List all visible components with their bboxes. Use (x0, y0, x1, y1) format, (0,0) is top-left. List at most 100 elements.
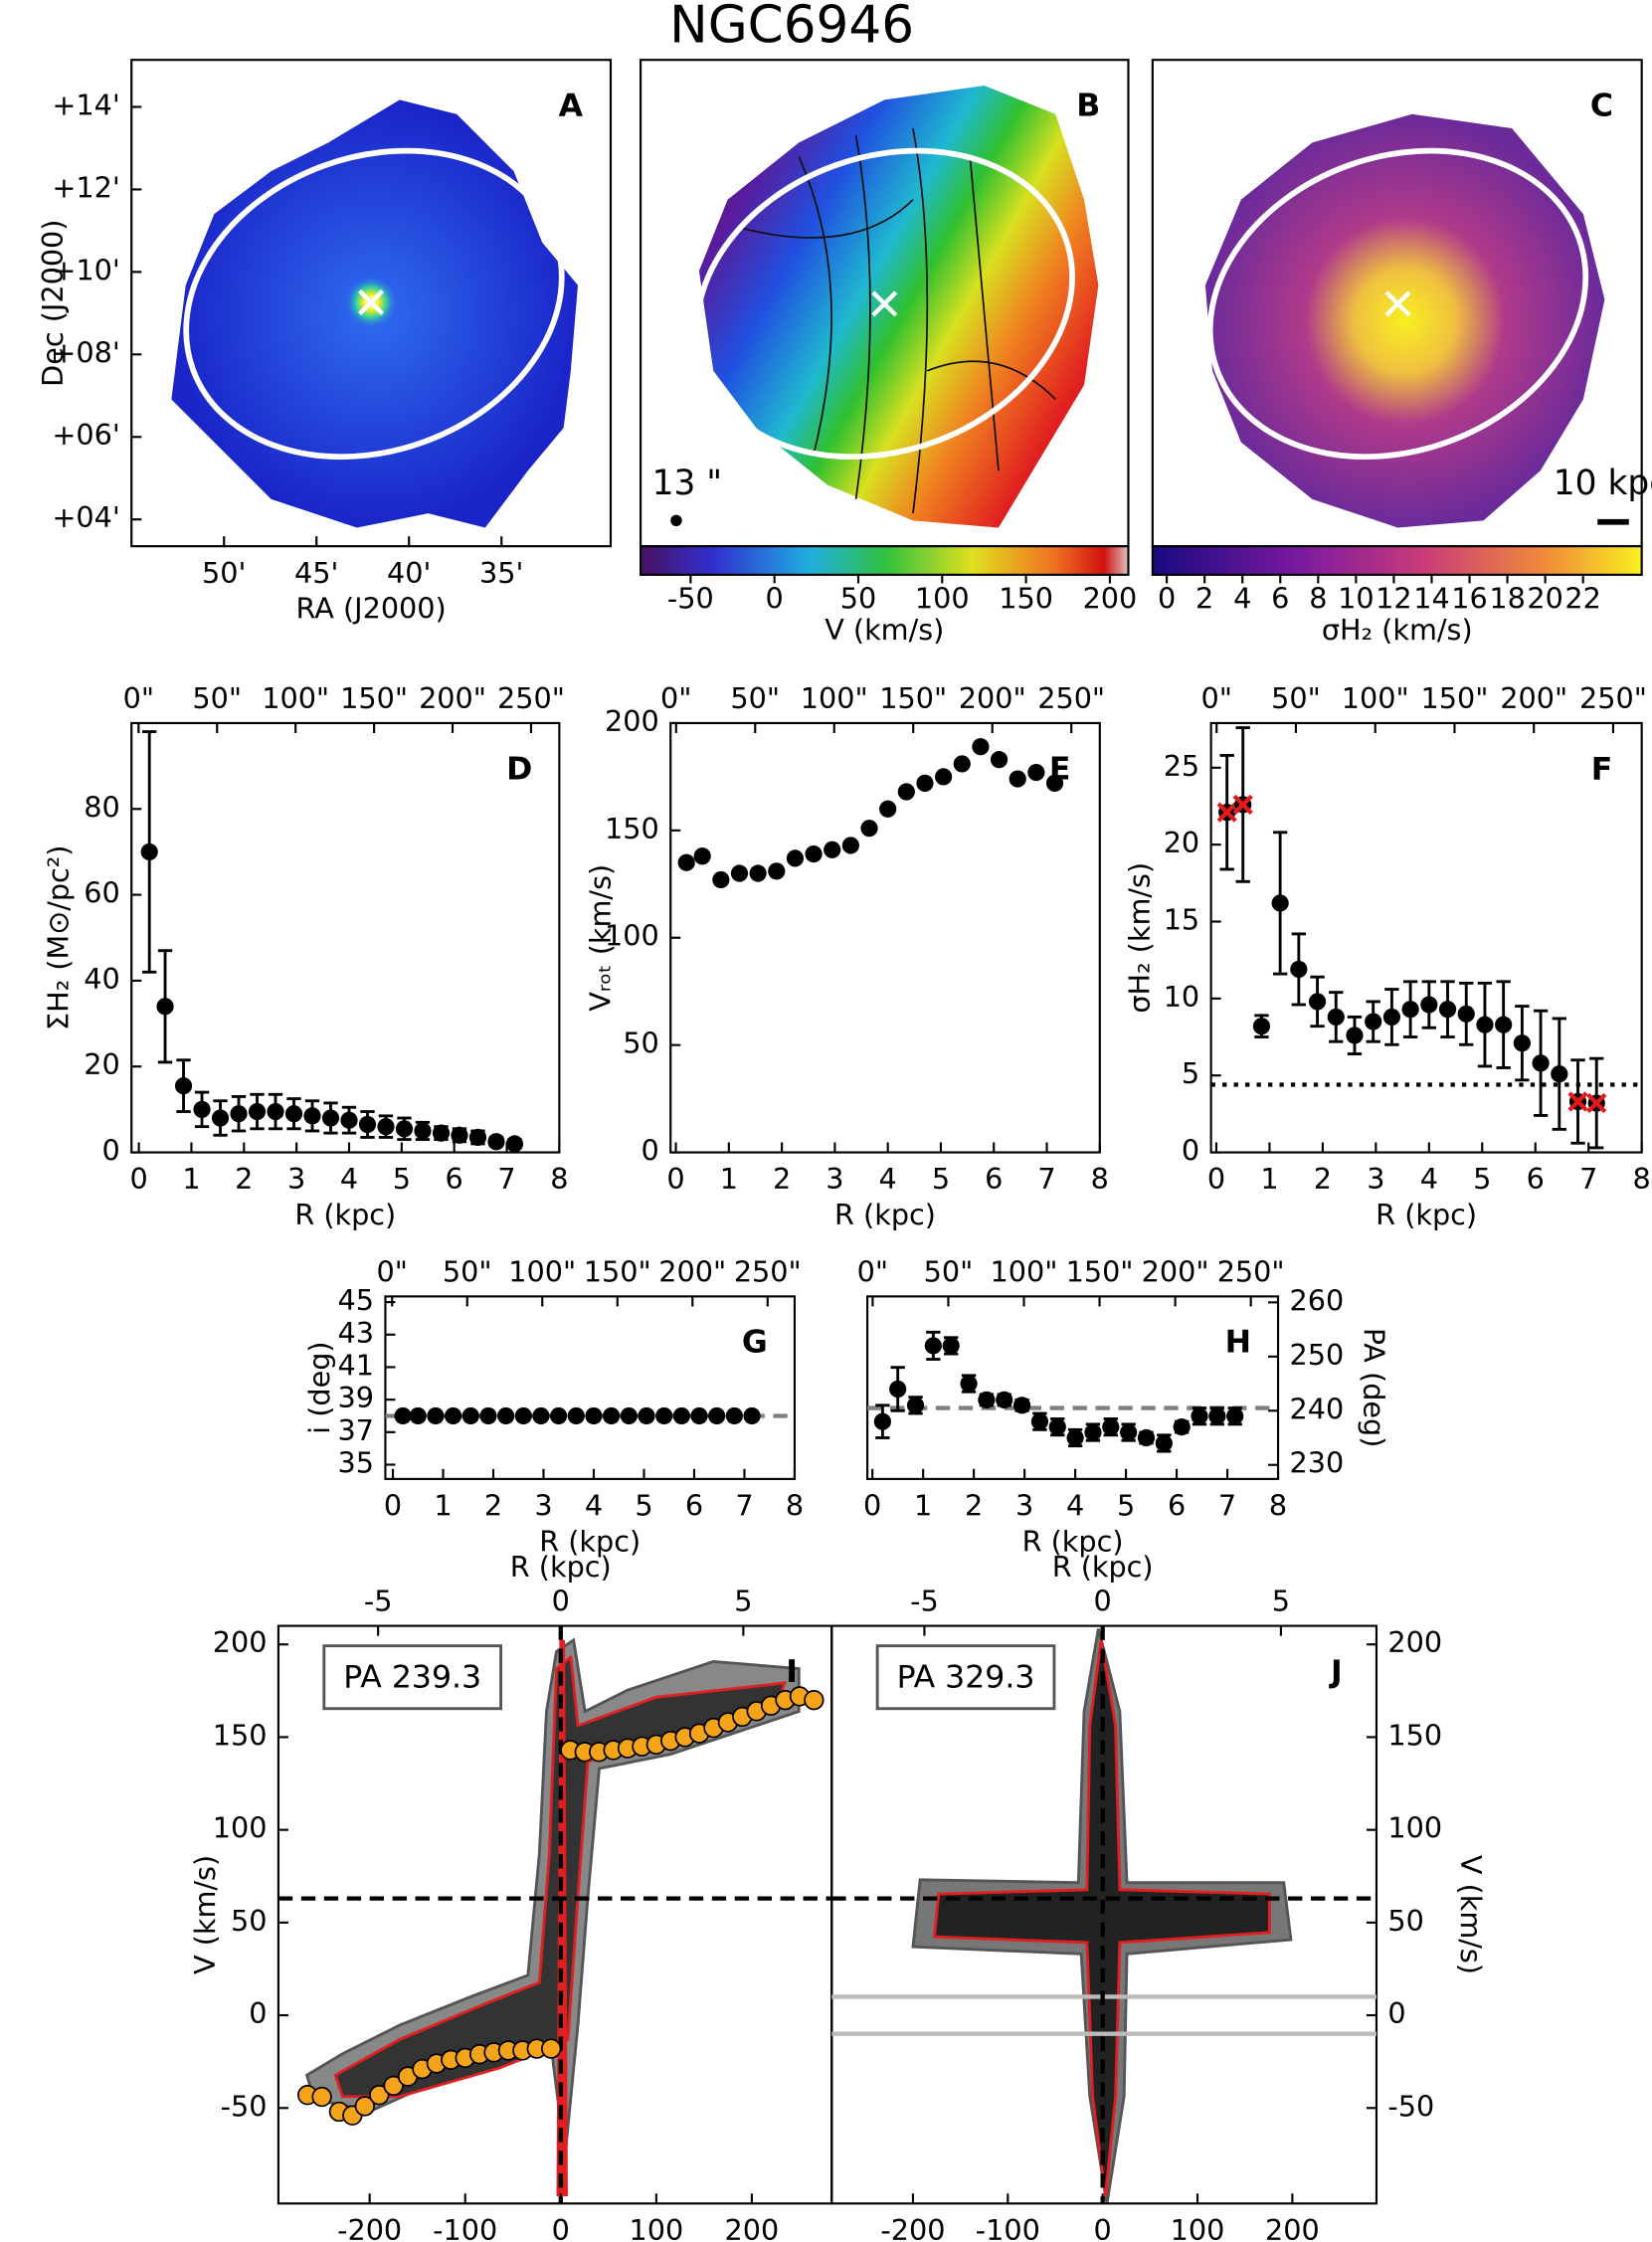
point (960, 1375, 978, 1393)
point (620, 1406, 638, 1425)
point (1457, 1005, 1475, 1023)
point (638, 1406, 655, 1425)
y-tick-label: +06' (52, 418, 119, 452)
y-tick-label: 60 (84, 876, 119, 910)
colorbar (640, 545, 1130, 576)
point (924, 1337, 942, 1355)
x2-tick-label: 150" (584, 1254, 651, 1288)
point (505, 1135, 524, 1153)
point (916, 774, 934, 792)
y-tick-label: 240 (1289, 1392, 1344, 1425)
point (1012, 1397, 1031, 1414)
point (1030, 1412, 1049, 1430)
x2-tick-label: 250" (497, 681, 565, 715)
y-tick-label: 43 (338, 1316, 374, 1350)
x2-tick-label: 0" (123, 681, 154, 715)
x-tick-label: 8 (1633, 1162, 1651, 1196)
point (1027, 763, 1045, 782)
x-tick-label: 4 (879, 1162, 897, 1196)
rotation-point (383, 2075, 404, 2097)
point (897, 783, 915, 801)
figure-title: NGC6946 (669, 0, 914, 56)
x-tick-label: 0 (863, 1489, 881, 1523)
x2-tick-label: 0" (857, 1254, 888, 1288)
x-tick-label: 2 (484, 1489, 502, 1523)
x-tick-label: 5 (1473, 1162, 1491, 1196)
rotation-point (369, 2085, 390, 2106)
point (655, 1406, 673, 1425)
x2-tick-label: 5 (734, 1585, 752, 1618)
y-tick-label: +08' (52, 335, 119, 369)
panel-letter: H (1225, 1325, 1251, 1361)
x-tick-label: 0 (1094, 2213, 1112, 2242)
point (156, 998, 174, 1016)
y-tick-label: 45 (338, 1283, 374, 1317)
point (768, 862, 786, 880)
point (585, 1406, 603, 1425)
point (1346, 1027, 1364, 1044)
x-tick-label: 4 (1420, 1162, 1438, 1196)
x-tick-label: 4 (1066, 1489, 1084, 1523)
x-tick-label: 2 (773, 1162, 791, 1196)
point (487, 1133, 505, 1151)
colorbar-tick-label: -50 (667, 582, 714, 616)
x-tick-label: 8 (1091, 1162, 1109, 1196)
map-c (1204, 113, 1605, 528)
x-tick-label: -200 (337, 2213, 402, 2242)
x-tick-label: 50' (202, 556, 246, 590)
point (532, 1406, 550, 1425)
point (1551, 1065, 1568, 1083)
y-tick-label: 25 (1164, 749, 1199, 783)
y-tick-label: 100 (605, 919, 659, 953)
x-tick-label: 2 (235, 1162, 253, 1196)
x2-tick-label: 150" (879, 681, 947, 715)
point (708, 1406, 726, 1425)
point (1084, 1423, 1102, 1441)
x2-tick-label: 200" (959, 681, 1026, 715)
x-tick-label: 1 (720, 1162, 738, 1196)
point (321, 1109, 340, 1127)
x2-tick-label: 200" (419, 681, 486, 715)
x2-tick-label: 150" (1066, 1254, 1134, 1288)
x-tick-label: 40' (387, 556, 431, 590)
x2-tick-label: 100" (801, 681, 868, 715)
point (409, 1406, 427, 1425)
panel-letter: B (1076, 89, 1100, 124)
colorbar-tick-label: 8 (1309, 582, 1327, 616)
x-tick-label: 6 (446, 1162, 463, 1196)
colorbar-tick-label: 18 (1489, 582, 1525, 616)
x-tick-label: 100 (1171, 2213, 1225, 2242)
point (942, 1337, 960, 1355)
point (340, 1111, 358, 1129)
x2-tick-label: 50" (730, 681, 780, 715)
colorbar (1151, 545, 1643, 576)
point (1102, 1418, 1120, 1436)
panel-letter: D (506, 751, 532, 787)
point (1290, 960, 1308, 979)
x-tick-label: 4 (340, 1162, 358, 1196)
point (1045, 774, 1064, 792)
map-b (698, 86, 1099, 528)
point (1120, 1423, 1138, 1441)
colorbar-tick-label: 16 (1451, 582, 1487, 616)
point (230, 1105, 248, 1123)
model-contour (932, 1639, 1271, 2197)
rotation-point (540, 2038, 562, 2059)
x2-tick-label: 250" (1579, 681, 1647, 715)
y-axis-label: V (km/s) (188, 1855, 222, 1974)
point (935, 768, 953, 786)
velocity-contours (741, 127, 1056, 514)
y-tick-label: 200 (605, 704, 659, 738)
point (567, 1406, 585, 1425)
point (414, 1122, 432, 1140)
x-tick-label: 8 (1269, 1489, 1287, 1523)
point (1155, 1434, 1173, 1452)
point (1513, 1034, 1531, 1052)
x-tick-label: 35' (479, 556, 523, 590)
x2-tick-label: -5 (364, 1585, 393, 1618)
y-tick-label: 20 (1164, 826, 1199, 859)
plot-frame (1209, 721, 1643, 1154)
point (377, 1118, 395, 1136)
panel-letter: C (1590, 89, 1613, 124)
point (677, 853, 695, 871)
